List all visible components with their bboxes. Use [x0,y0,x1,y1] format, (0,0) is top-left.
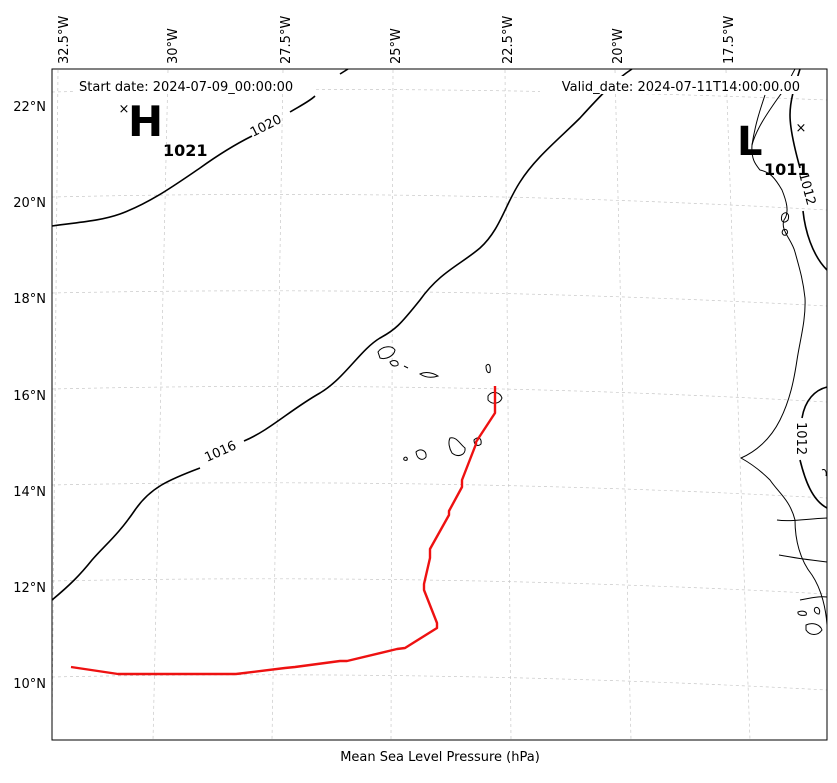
valid-date-label: Valid_date: 2024-07-11T14:00:00.00 [562,80,800,95]
isobar-1020 [51,135,253,227]
lon-label-17-5w: 17.5°W [722,16,737,64]
lat-label-18n: 18°N [13,292,46,307]
lat-label-12n: 12°N [13,581,46,596]
isobar-1016 [51,467,201,601]
lon-label-27-5w: 27.5°W [279,16,294,64]
isobar-1012-south [801,386,828,419]
isobar-label-1012-south: 1012 [793,422,808,455]
lon-label-20w: 20°W [611,28,626,64]
low-letter: L [737,119,763,165]
isobar-1016-b [243,68,633,442]
storm-track-line [70,386,497,676]
isobar-1012-north-b [802,210,828,271]
lon-labels: 32.5°W 30°W 27.5°W 25°W 22.5°W 20°W 17.5… [57,16,737,64]
isobar-labels: 1020 1016 1012 1012 [203,112,819,465]
high-pressure-center: × H 1021 [119,97,208,160]
isobar-label-1016: 1016 [203,438,239,465]
lon-label-25w: 25°W [389,28,404,64]
isobar-1012-south-b [799,459,828,509]
lon-label-30w: 30°W [166,28,181,64]
low-value: 1011 [764,160,809,179]
low-pressure-center: × L 1011 [737,119,809,179]
island-fogo [415,449,427,460]
high-center-marker: × [119,102,130,117]
isobar-1020-b [289,95,316,113]
island-brava [403,456,408,461]
africa-coastline [739,94,828,626]
coastlines [377,68,828,635]
map-xlabel: Mean Sea Level Pressure (hPa) [340,750,540,765]
lon-label-22-5w: 22.5°W [501,16,516,64]
lat-label-16n: 16°N [13,389,46,404]
island-santo-antao [377,346,396,359]
lat-label-10n: 10°N [13,677,46,692]
plot-frame [51,68,828,741]
lat-label-14n: 14°N [13,485,46,500]
lat-labels: 22°N 20°N 18°N 16°N 14°N 12°N 10°N [13,100,46,692]
island-sao-nicolau [419,372,440,378]
lat-label-22n: 22°N [13,100,46,115]
low-center-marker: × [796,121,807,136]
isobar-label-1020: 1020 [248,112,284,140]
island-sal [485,363,491,374]
island-boa-vista [487,391,503,404]
island-santiago [448,437,466,456]
high-value: 1021 [163,141,208,160]
isobar-1020-c [339,68,349,75]
lon-label-32-5w: 32.5°W [57,16,72,64]
island-sao-vicente [389,360,399,367]
high-letter: H [128,97,163,146]
lat-label-20n: 20°N [13,196,46,211]
graticule [51,69,828,741]
start-date-label: Start date: 2024-07-09_00:00:00 [79,80,293,95]
